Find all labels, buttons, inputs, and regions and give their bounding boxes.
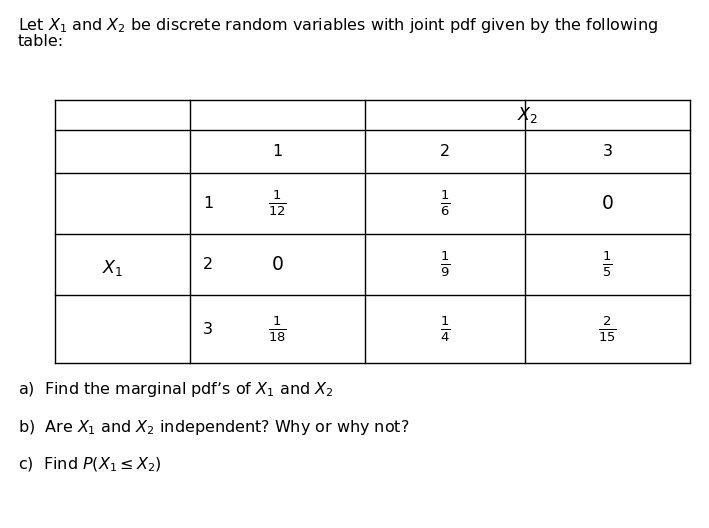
Text: $\frac{2}{15}$: $\frac{2}{15}$: [598, 314, 617, 344]
Text: 3: 3: [203, 322, 213, 336]
Text: b)  Are $X_1$ and $X_2$ independent? Why or why not?: b) Are $X_1$ and $X_2$ independent? Why …: [18, 418, 409, 437]
Text: 0: 0: [601, 194, 613, 213]
Text: $\frac{1}{9}$: $\frac{1}{9}$: [440, 250, 450, 279]
Text: table:: table:: [18, 34, 64, 49]
Text: 0: 0: [272, 255, 284, 274]
Text: c)  Find $P(X_1 \leq X_2)$: c) Find $P(X_1 \leq X_2)$: [18, 456, 162, 474]
Text: 2: 2: [440, 144, 450, 159]
Text: $\frac{1}{6}$: $\frac{1}{6}$: [440, 189, 450, 218]
Text: $\frac{1}{5}$: $\frac{1}{5}$: [603, 250, 613, 279]
Text: 1: 1: [203, 196, 213, 211]
Text: $\frac{1}{4}$: $\frac{1}{4}$: [440, 314, 450, 344]
Text: $\frac{1}{18}$: $\frac{1}{18}$: [268, 314, 287, 344]
Text: $\frac{1}{12}$: $\frac{1}{12}$: [268, 189, 287, 218]
Text: $X_2$: $X_2$: [517, 105, 538, 125]
Text: $X_1$: $X_1$: [102, 258, 123, 278]
Text: Let $X_1$ and $X_2$ be discrete random variables with joint pdf given by the fol: Let $X_1$ and $X_2$ be discrete random v…: [18, 16, 658, 35]
Text: a)  Find the marginal pdf’s of $X_1$ and $X_2$: a) Find the marginal pdf’s of $X_1$ and …: [18, 380, 333, 399]
Text: 3: 3: [603, 144, 613, 159]
Text: 2: 2: [203, 257, 213, 272]
Text: 1: 1: [272, 144, 283, 159]
